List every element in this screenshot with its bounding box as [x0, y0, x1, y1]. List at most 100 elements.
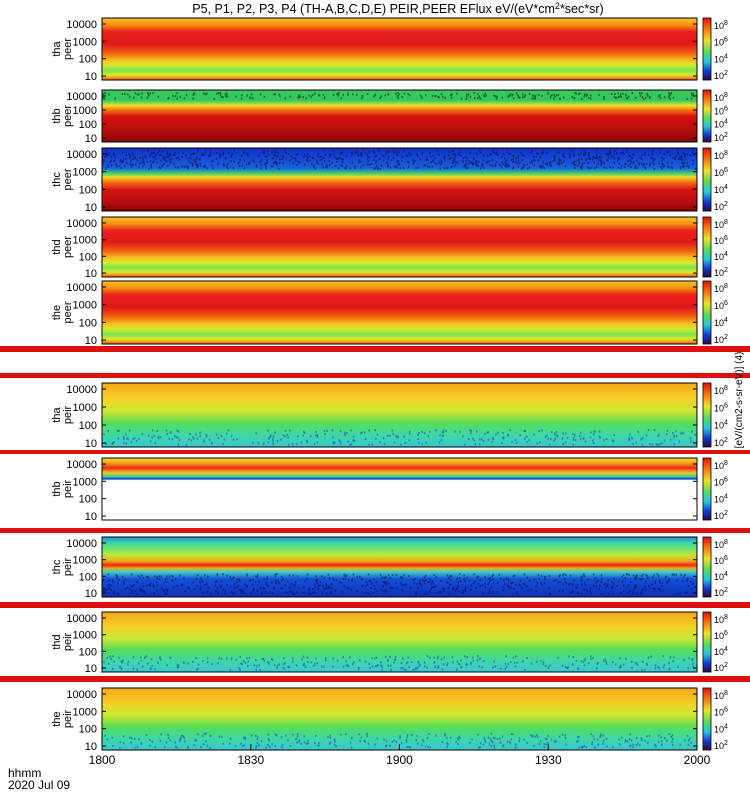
colorbar-scale: [702, 457, 712, 521]
y-axis-thc-peer: 10000 1000 100 10: [66, 149, 697, 214]
colorbar-tick-label: 106: [714, 707, 728, 718]
y-tick-label: 10000: [66, 689, 97, 701]
y-tick-label: 1000: [73, 235, 97, 247]
colorbar-thb-peer: 108 106 104 102: [702, 89, 728, 143]
panel-label-line2: peir: [62, 557, 74, 576]
y-tick-label: 10: [85, 133, 97, 145]
colorbar-tick-label: 106: [714, 235, 728, 246]
panel-label-line2: peir: [62, 632, 74, 651]
panel-label-tha-peir: tha peir: [51, 405, 74, 424]
colorbar-tick-label: 104: [714, 317, 728, 328]
y-tick-label: 1000: [73, 167, 97, 179]
y-axis-tha-peer: 10000 1000 100 10: [66, 19, 697, 83]
y-tick-label: 10: [85, 71, 97, 83]
spectrogram-the-peir: [102, 688, 697, 750]
spectrogram-noise-thc-peer: [102, 150, 697, 170]
y-tick-label: 10: [85, 663, 97, 675]
colorbar-scale: [702, 611, 712, 673]
colorbar-tha-peer: 108 106 104 102: [702, 17, 728, 81]
panel-label-line2: peir: [62, 709, 74, 728]
colorbar-tick-label: 102: [714, 437, 728, 448]
spectrogram-tha-peer: [102, 18, 697, 80]
y-tick-label: 10000: [66, 613, 97, 625]
colorbar-tick-label: 108: [714, 539, 728, 550]
y-tick-label: 1000: [73, 555, 97, 567]
panel-thb-peir: 10000 1000 100 10 thb peir 108 106 104 102: [51, 457, 728, 523]
spectrogram-thb-peir: [102, 458, 697, 520]
spectrogram-thd-peir: [102, 612, 697, 672]
x-tick-label: 1900: [386, 753, 413, 767]
panel-label-line2: peer: [62, 236, 74, 258]
panel-frame-the-peer: [101, 280, 698, 345]
separator-stripe: [0, 373, 750, 378]
colorbar-the-peir: 108 106 104 102: [702, 687, 728, 751]
colorbar-tick-label: 106: [714, 167, 728, 178]
colorbar-tha-peir: 108 106 104 102: [702, 382, 728, 448]
colorbar-tick-label: 104: [714, 251, 728, 262]
panel-label-line1: thd: [51, 239, 63, 254]
spectrogram-noise-thb-peer: [102, 92, 695, 100]
panel-label-line1: thb: [51, 481, 63, 496]
colorbar-tick-label: 108: [714, 460, 728, 471]
y-axis-thc-peir: 10000 1000 100 10: [66, 538, 697, 600]
colorbar-scale: [702, 687, 712, 751]
y-tick-label: 100: [79, 119, 97, 131]
colorbar-tick-label: 106: [714, 300, 728, 311]
panel-label-line2: peer: [62, 38, 74, 60]
x-tick-label: 1930: [535, 753, 562, 767]
y-tick-label: 1000: [73, 105, 97, 117]
separator-stripe: [0, 346, 750, 352]
y-tick-label: 10: [85, 438, 97, 450]
y-tick-label: 100: [79, 251, 97, 263]
panel-label-line1: thc: [51, 172, 63, 187]
panel-frame-thb-peer: [101, 89, 698, 143]
colorbar-scale: [702, 89, 712, 143]
y-axis-tha-peir: 10000 1000 100 10: [66, 384, 697, 450]
panel-label-thb-peir: thb peir: [51, 479, 74, 498]
panel-thb-peer: 10000 1000 100 10 thb peer 108 106 104 102: [51, 89, 728, 145]
spectrogram-thd-peer: [102, 217, 697, 277]
x-tick-label: 2000: [684, 753, 711, 767]
spectrogram-noise-thd-peir: [103, 655, 694, 671]
colorbar-tick-label: 104: [714, 119, 728, 130]
panel-thd-peer: 10000 1000 100 10 thd peer 108 106 104 102: [51, 216, 728, 280]
y-tick-label: 10000: [66, 149, 97, 161]
y-axis-thb-peir: 10000 1000 100 10: [66, 459, 697, 523]
y-tick-label: 1000: [73, 630, 97, 642]
colorbar-tick-label: 102: [714, 70, 728, 81]
panel-label-thb-peer: thb peer: [51, 105, 74, 127]
panel-the-peer: 10000 1000 100 10 the peer 108 106 104 102: [51, 280, 728, 347]
y-tick-label: 10: [85, 202, 97, 214]
panel-thd-peir: 10000 1000 100 10 thd peir 108 106 104 102: [51, 611, 728, 675]
spectrogram-the-peer: [102, 281, 697, 344]
colorbar-tick-label: 102: [714, 201, 728, 212]
colorbar-tick-label: 102: [714, 662, 728, 673]
panel-label-line2: peer: [62, 301, 74, 323]
spectrogram-noise-the-peir: [104, 732, 692, 749]
colorbar-tick-label: 108: [714, 219, 728, 230]
colorbar-thd-peir: 108 106 104 102: [702, 611, 728, 673]
panel-the-peir: 10000 1000 100 10 the peir 108 106 104 102: [51, 687, 728, 753]
panel-frame-thd-peer: [101, 216, 698, 278]
panel-label-line1: the: [51, 305, 63, 320]
panel-label-thc-peir: thc peir: [51, 557, 74, 576]
panel-label-line1: thd: [51, 634, 63, 649]
colorbar-tick-label: 104: [714, 646, 728, 657]
y-tick-label: 10: [85, 335, 97, 347]
x-tick-label: 1830: [237, 753, 264, 767]
colorbar-tick-label: 104: [714, 53, 728, 64]
panel-label-line1: tha: [51, 406, 63, 422]
colorbar-scale: [702, 382, 712, 448]
y-tick-label: 1000: [73, 706, 97, 718]
colorbar-tick-label: 104: [714, 420, 728, 431]
colorbar-tick-label: 104: [714, 571, 728, 582]
panel-frame-thc-peir: [101, 536, 698, 598]
panel-frame-thc-peer: [101, 147, 698, 212]
panel-label-line1: thc: [51, 559, 63, 574]
time-format-label: hhmm: [8, 766, 42, 780]
y-tick-label: 1000: [73, 300, 97, 312]
panel-label-line2: peer: [62, 168, 74, 190]
colorbar-scale: [702, 216, 712, 278]
